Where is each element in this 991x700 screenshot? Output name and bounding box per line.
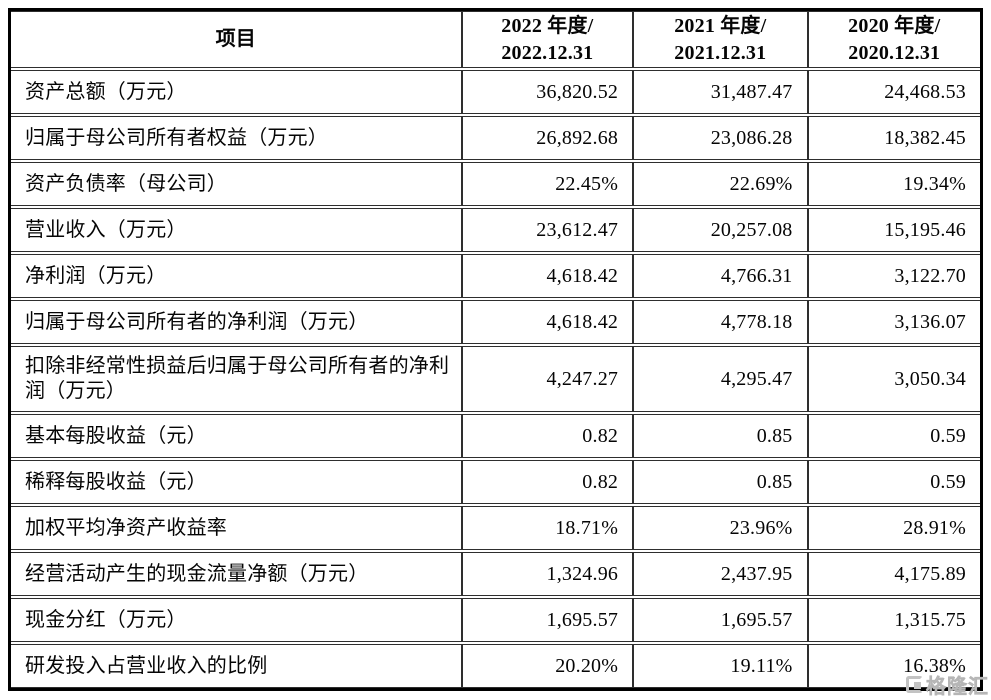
value-2022: 0.82 — [460, 415, 633, 457]
row-label: 资产总额（万元） — [25, 80, 187, 103]
value-2021: 23.96% — [632, 507, 806, 549]
row-label: 净利润（万元） — [25, 264, 167, 287]
header-2021-line2: 2021.12.31 — [674, 41, 767, 64]
value-2020: 24,468.53 — [806, 71, 980, 113]
value-2020: 15,195.46 — [806, 209, 980, 251]
row-label: 经营活动产生的现金流量净额（万元） — [25, 562, 369, 585]
value-2022: 20.20% — [460, 645, 633, 687]
value-2021: 20,257.08 — [632, 209, 806, 251]
table-row: 研发投入占营业收入的比例 20.20% 19.11% 16.38% — [11, 644, 980, 688]
header-2020-line1: 2020 年度/ — [848, 14, 941, 37]
header-2020: 2020 年度/ 2020.12.31 — [806, 12, 980, 67]
row-label: 基本每股收益（元） — [25, 424, 207, 447]
header-2021: 2021 年度/ 2021.12.31 — [632, 12, 806, 67]
value-2021: 0.85 — [632, 461, 806, 503]
value-2020: 28.91% — [806, 507, 980, 549]
value-2021: 31,487.47 — [632, 71, 806, 113]
value-2020: 0.59 — [806, 415, 980, 457]
table-row: 扣除非经常性损益后归属于母公司所有者的净利润（万元） 4,247.27 4,29… — [11, 346, 980, 412]
row-label: 归属于母公司所有者的净利润（万元） — [25, 310, 369, 333]
value-2022: 23,612.47 — [460, 209, 633, 251]
value-2021: 2,437.95 — [632, 553, 806, 595]
value-2021: 1,695.57 — [632, 599, 806, 641]
gelonghui-logo-icon — [906, 676, 923, 693]
value-2020: 3,050.34 — [806, 347, 980, 411]
value-2021: 0.85 — [632, 415, 806, 457]
value-2022: 22.45% — [460, 163, 633, 205]
value-2021: 23,086.28 — [632, 117, 806, 159]
value-2021: 4,766.31 — [632, 255, 806, 297]
financial-summary-table: 项目 2022 年度/ 2022.12.31 2021 年度/ 2021.12.… — [8, 8, 983, 691]
table-row: 资产总额（万元） 36,820.52 31,487.47 24,468.53 — [11, 70, 980, 114]
row-label: 现金分红（万元） — [25, 608, 187, 631]
watermark: 格隆汇 — [906, 670, 989, 699]
row-label: 稀释每股收益（元） — [25, 470, 207, 493]
row-label: 资产负债率（母公司） — [25, 172, 227, 195]
value-2022: 4,618.42 — [460, 301, 633, 343]
value-2021: 22.69% — [632, 163, 806, 205]
table-row: 加权平均净资产收益率 18.71% 23.96% 28.91% — [11, 506, 980, 550]
table-row: 经营活动产生的现金流量净额（万元） 1,324.96 2,437.95 4,17… — [11, 552, 980, 596]
header-2022-line2: 2022.12.31 — [501, 41, 594, 64]
header-2021-line1: 2021 年度/ — [674, 14, 767, 37]
value-2022: 18.71% — [460, 507, 633, 549]
watermark-text: 格隆汇 — [926, 676, 989, 699]
value-2022: 1,324.96 — [460, 553, 633, 595]
table-row: 现金分红（万元） 1,695.57 1,695.57 1,315.75 — [11, 598, 980, 642]
header-2022: 2022 年度/ 2022.12.31 — [460, 12, 633, 67]
value-2021: 4,295.47 — [632, 347, 806, 411]
value-2022: 1,695.57 — [460, 599, 633, 641]
value-2020: 0.59 — [806, 461, 980, 503]
table-row: 资产负债率（母公司） 22.45% 22.69% 19.34% — [11, 162, 980, 206]
table-row: 归属于母公司所有者的净利润（万元） 4,618.42 4,778.18 3,13… — [11, 300, 980, 344]
table-row: 基本每股收益（元） 0.82 0.85 0.59 — [11, 414, 980, 458]
row-label: 加权平均净资产收益率 — [25, 516, 227, 539]
value-2020: 1,315.75 — [806, 599, 980, 641]
value-2020: 19.34% — [806, 163, 980, 205]
row-label: 研发投入占营业收入的比例 — [25, 654, 268, 677]
value-2022: 4,618.42 — [460, 255, 633, 297]
value-2021: 19.11% — [632, 645, 806, 687]
value-2020: 4,175.89 — [806, 553, 980, 595]
value-2021: 4,778.18 — [632, 301, 806, 343]
row-label: 归属于母公司所有者权益（万元） — [25, 126, 328, 149]
header-2020-line2: 2020.12.31 — [848, 41, 941, 64]
table-row: 归属于母公司所有者权益（万元） 26,892.68 23,086.28 18,3… — [11, 116, 980, 160]
row-label: 营业收入（万元） — [25, 218, 187, 241]
value-2020: 18,382.45 — [806, 117, 980, 159]
value-2022: 26,892.68 — [460, 117, 633, 159]
value-2022: 4,247.27 — [460, 347, 633, 411]
value-2020: 16.38% — [806, 645, 980, 687]
table-row: 营业收入（万元） 23,612.47 20,257.08 15,195.46 — [11, 208, 980, 252]
value-2020: 3,136.07 — [806, 301, 980, 343]
table-row: 净利润（万元） 4,618.42 4,766.31 3,122.70 — [11, 254, 980, 298]
value-2020: 3,122.70 — [806, 255, 980, 297]
table-header-row: 项目 2022 年度/ 2022.12.31 2021 年度/ 2021.12.… — [11, 11, 980, 68]
value-2022: 0.82 — [460, 461, 633, 503]
header-2022-line1: 2022 年度/ — [501, 14, 594, 37]
table-row: 稀释每股收益（元） 0.82 0.85 0.59 — [11, 460, 980, 504]
value-2022: 36,820.52 — [460, 71, 633, 113]
header-item: 项目 — [215, 28, 256, 50]
row-label: 扣除非经常性损益后归属于母公司所有者的净利润（万元） — [25, 355, 450, 402]
